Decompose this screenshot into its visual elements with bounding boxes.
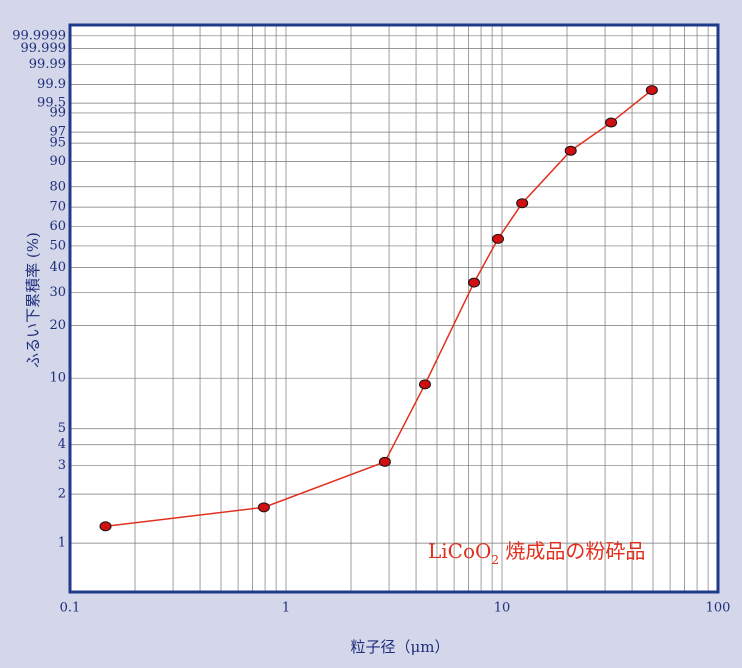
y-tick-label: 80 [49,179,66,194]
point [491,233,504,244]
y-tick-label: 90 [49,154,66,169]
plot-area [70,25,718,592]
point [99,521,112,532]
point [605,117,618,128]
annotation-subscript: 2 [491,553,499,567]
y-tick-label: 97 [49,125,66,140]
annotation: LiCoO2 焼成品の粉砕品 [428,539,645,567]
annotation-text: LiCoO [428,539,491,563]
y-tick-label: 20 [49,318,66,333]
x-tick-label: 10 [494,601,511,616]
point [516,198,529,209]
y-tick-label: 99.999 [21,41,67,56]
annotation-suffix: 焼成品の粉砕品 [499,539,645,563]
x-tick-label: 0.1 [60,601,81,616]
point [257,502,270,513]
y-tick-label: 40 [49,260,66,275]
y-tick-label: 70 [49,200,66,215]
y-tick-label: 99.5 [37,96,66,111]
point [468,277,481,288]
x-tick-label: 100 [706,601,731,616]
y-axis-label: ふるい下累積率 (%) [24,232,42,368]
x-tick-label: 1 [282,601,290,616]
y-tick-label: 1 [58,536,66,551]
y-tick-label: 10 [49,371,66,386]
y-tick-label: 50 [49,238,66,253]
y-tick-label: 5 [58,421,66,436]
y-tick-label: 60 [49,219,66,234]
point [418,379,431,390]
y-tick-label: 3 [58,458,66,473]
point [645,85,658,96]
point [564,145,577,156]
y-tick-label: 99.9999 [12,28,66,43]
plot-border [68,23,720,594]
line [105,89,653,528]
y-tick-label: 99 [49,105,66,120]
y-tick-label: 30 [49,285,66,300]
y-tick-label: 99.9 [37,77,66,92]
y-tick-label: 99.99 [29,57,66,72]
x-axis-label: 粒子径（μm） [351,638,450,656]
y-tick-label: 4 [58,437,66,452]
y-tick-label: 2 [58,487,66,502]
y-tick-label: 95 [49,136,66,151]
point [378,456,391,467]
